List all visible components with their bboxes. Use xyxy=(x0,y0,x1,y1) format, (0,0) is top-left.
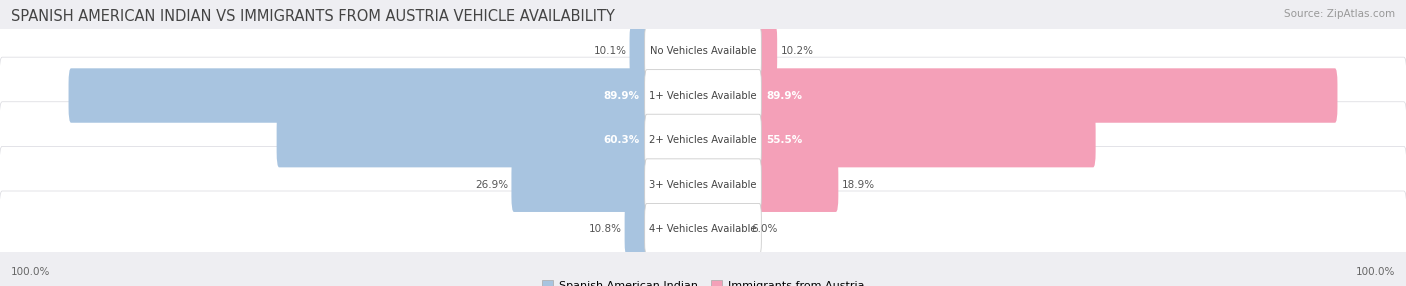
Text: 4+ Vehicles Available: 4+ Vehicles Available xyxy=(650,225,756,234)
Text: 100.0%: 100.0% xyxy=(11,267,51,277)
FancyBboxPatch shape xyxy=(644,203,762,255)
FancyBboxPatch shape xyxy=(624,202,650,257)
Text: 6.0%: 6.0% xyxy=(751,225,778,234)
Text: Source: ZipAtlas.com: Source: ZipAtlas.com xyxy=(1284,9,1395,19)
FancyBboxPatch shape xyxy=(69,68,650,123)
FancyBboxPatch shape xyxy=(756,68,1337,123)
FancyBboxPatch shape xyxy=(644,159,762,211)
Text: No Vehicles Available: No Vehicles Available xyxy=(650,46,756,56)
FancyBboxPatch shape xyxy=(0,191,1406,268)
FancyBboxPatch shape xyxy=(756,24,778,78)
Text: 60.3%: 60.3% xyxy=(603,135,640,145)
FancyBboxPatch shape xyxy=(0,57,1406,134)
Text: 10.1%: 10.1% xyxy=(593,46,627,56)
Text: 2+ Vehicles Available: 2+ Vehicles Available xyxy=(650,135,756,145)
Legend: Spanish American Indian, Immigrants from Austria: Spanish American Indian, Immigrants from… xyxy=(537,276,869,286)
Text: 3+ Vehicles Available: 3+ Vehicles Available xyxy=(650,180,756,190)
Text: 10.8%: 10.8% xyxy=(589,225,621,234)
FancyBboxPatch shape xyxy=(644,114,762,166)
FancyBboxPatch shape xyxy=(0,146,1406,223)
FancyBboxPatch shape xyxy=(630,24,650,78)
FancyBboxPatch shape xyxy=(0,13,1406,89)
Text: 100.0%: 100.0% xyxy=(1355,267,1395,277)
FancyBboxPatch shape xyxy=(756,113,1095,167)
Text: 55.5%: 55.5% xyxy=(766,135,803,145)
FancyBboxPatch shape xyxy=(644,69,762,122)
FancyBboxPatch shape xyxy=(277,113,650,167)
Text: 10.2%: 10.2% xyxy=(780,46,813,56)
Text: 89.9%: 89.9% xyxy=(603,91,640,100)
FancyBboxPatch shape xyxy=(644,25,762,77)
FancyBboxPatch shape xyxy=(0,102,1406,178)
Text: 26.9%: 26.9% xyxy=(475,180,509,190)
Text: 1+ Vehicles Available: 1+ Vehicles Available xyxy=(650,91,756,100)
Text: SPANISH AMERICAN INDIAN VS IMMIGRANTS FROM AUSTRIA VEHICLE AVAILABILITY: SPANISH AMERICAN INDIAN VS IMMIGRANTS FR… xyxy=(11,9,614,23)
FancyBboxPatch shape xyxy=(512,158,650,212)
FancyBboxPatch shape xyxy=(756,158,838,212)
Text: 89.9%: 89.9% xyxy=(766,91,803,100)
Text: 18.9%: 18.9% xyxy=(841,180,875,190)
